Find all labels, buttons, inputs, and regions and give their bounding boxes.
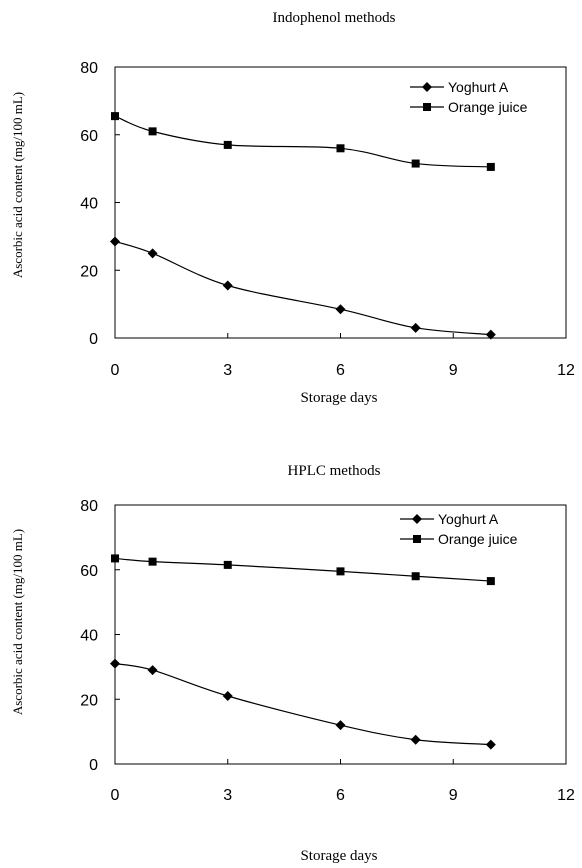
y-axis-label: Ascorbic acid content (mg/100 mL)	[10, 92, 25, 278]
y-tick-label: 20	[80, 263, 98, 280]
y-tick-label: 0	[89, 331, 98, 348]
data-point	[223, 560, 232, 569]
y-tick-label: 0	[89, 757, 98, 774]
data-point	[147, 665, 158, 676]
series-line-orange-juice	[114, 557, 491, 582]
x-axis-label: Storage days	[300, 390, 377, 406]
data-point	[486, 162, 495, 171]
legend-marker	[412, 514, 422, 524]
legend-entry: Orange juice	[410, 99, 528, 115]
legend-marker	[423, 103, 431, 111]
legend-label: Yoghurt A	[438, 511, 499, 527]
data-point	[336, 144, 345, 153]
y-tick-label: 60	[80, 563, 98, 580]
series-line-yoghurt-a	[114, 663, 491, 746]
data-point	[222, 280, 233, 291]
data-point	[110, 658, 120, 669]
data-point	[485, 329, 496, 340]
legend-label: Orange juice	[438, 531, 518, 547]
y-tick-label: 20	[80, 692, 98, 709]
data-point	[410, 322, 421, 333]
legend-entry: Orange juice	[400, 531, 518, 547]
data-point	[147, 248, 158, 259]
data-point	[336, 567, 345, 576]
data-point	[110, 236, 120, 247]
data-point	[335, 720, 346, 731]
data-point	[148, 557, 157, 566]
y-tick-label: 80	[80, 498, 98, 515]
y-tick-label: 40	[80, 196, 98, 213]
x-tick-label: 6	[336, 787, 345, 804]
data-point	[111, 554, 119, 563]
x-tick-label: 3	[223, 362, 232, 379]
x-tick-label: 0	[111, 362, 120, 379]
x-tick-label: 0	[111, 787, 120, 804]
y-tick-label: 80	[80, 60, 98, 77]
legend-marker	[422, 82, 432, 92]
data-point	[485, 739, 496, 750]
series-line-yoghurt-a	[114, 240, 491, 336]
x-tick-label: 6	[336, 362, 345, 379]
chart-hplc: HPLC methods Ascorbic acid content (mg/1…	[10, 463, 575, 864]
series-line-orange-juice	[114, 115, 491, 168]
legend-marker	[413, 535, 421, 543]
x-tick-label: 12	[557, 787, 575, 804]
chart-title: Indophenol methods	[273, 10, 396, 26]
x-axis-label: Storage days	[300, 848, 377, 864]
x-tick-label: 3	[223, 787, 232, 804]
data-point	[411, 159, 420, 168]
data-point	[222, 691, 233, 702]
chart-indophenol: Indophenol methods Ascorbic acid content…	[10, 10, 575, 406]
legend-entry: Yoghurt A	[410, 79, 509, 95]
data-point	[148, 127, 157, 136]
legend-entry: Yoghurt A	[400, 511, 499, 527]
x-tick-label: 12	[557, 362, 575, 379]
x-tick-label: 9	[449, 787, 458, 804]
y-axis-label: Ascorbic acid content (mg/100 mL)	[10, 529, 25, 715]
y-tick-label: 40	[80, 628, 98, 645]
y-tick-label: 60	[80, 128, 98, 145]
data-point	[411, 572, 420, 581]
data-point	[223, 140, 232, 149]
chart-title: HPLC methods	[288, 463, 381, 479]
data-point	[111, 112, 119, 121]
data-point	[410, 734, 421, 745]
x-tick-label: 9	[449, 362, 458, 379]
legend-label: Yoghurt A	[448, 79, 509, 95]
data-point	[486, 577, 495, 586]
legend-label: Orange juice	[448, 99, 528, 115]
data-point	[335, 304, 346, 315]
